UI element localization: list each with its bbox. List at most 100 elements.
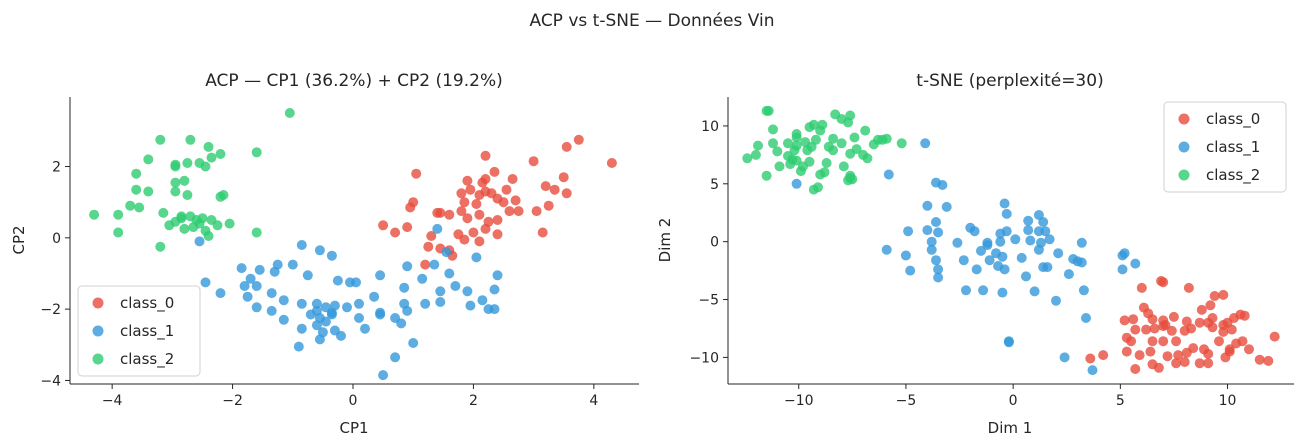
pca-point-class_0: [456, 188, 467, 199]
pca-point-class_1: [435, 297, 446, 307]
tsne-point-class_1: [1117, 264, 1128, 275]
pca-point-class_1: [266, 288, 277, 299]
pca-point-class_0: [483, 216, 494, 227]
pca-point-class_0: [561, 141, 572, 152]
pca-point-class_1: [302, 270, 313, 281]
tsne-point-class_0: [1244, 344, 1254, 355]
tsne-point-class_2: [798, 161, 808, 172]
pca-point-class_1: [429, 259, 440, 270]
tsne-point-class_1: [997, 251, 1008, 262]
pca-legend-box: [77, 285, 201, 377]
pca-point-class_0: [402, 222, 413, 233]
pca-point-class_1: [492, 270, 503, 281]
tsne-point-class_0: [1130, 364, 1141, 374]
pca-point-class_2: [158, 207, 169, 218]
pca-point-class_1: [251, 302, 262, 313]
tsne-point-class_2: [761, 105, 772, 116]
tsne-point-class_2: [789, 145, 800, 156]
pca-point-class_1: [296, 298, 307, 309]
pca-point-class_1: [239, 281, 250, 291]
tsne-legend-label-class_1: class_1: [1206, 138, 1260, 157]
pca-point-class_2: [203, 231, 214, 241]
pca-point-class_1: [354, 313, 364, 323]
tsne-legend-label-class_2: class_2: [1206, 166, 1260, 185]
pca-point-class_1: [314, 245, 325, 256]
tsne-point-class_2: [860, 125, 871, 136]
tsne-point-class_2: [819, 167, 830, 178]
tsne-x-axis-label: Dim 1: [988, 419, 1033, 437]
tsne-point-class_1: [933, 227, 944, 238]
pca-point-class_2: [125, 200, 136, 211]
tsne-point-class_1: [978, 285, 989, 296]
pca-point-class_2: [284, 108, 295, 118]
pca-point-class_0: [537, 227, 548, 238]
tsne-y-tick-label: −10: [689, 350, 719, 366]
tsne-scatter-panel: t-SNE (perplexité=30) Dim 1 Dim 2 −10 −5 0…: [656, 71, 1294, 437]
tsne-point-class_1: [958, 255, 969, 266]
pca-point-class_2: [131, 184, 142, 195]
pca-point-class_2: [182, 190, 193, 200]
pca-point-class_1: [236, 263, 247, 274]
tsne-point-class_1: [1023, 225, 1034, 236]
tsne-point-class_2: [849, 132, 860, 143]
pca-point-class_0: [459, 197, 470, 208]
tsne-point-class_0: [1218, 289, 1229, 300]
pca-point-class_1: [489, 304, 500, 315]
pca-point-class_1: [332, 275, 343, 286]
tsne-point-class_1: [969, 226, 980, 237]
tsne-point-class_0: [1254, 354, 1265, 365]
tsne-y-tick-label: 5: [710, 177, 719, 193]
tsne-point-class_2: [845, 173, 856, 183]
pca-points: [89, 108, 617, 381]
tsne-point-class_2: [838, 161, 849, 172]
tsne-point-class_0: [1141, 324, 1152, 335]
tsne-point-class_0: [1214, 336, 1224, 347]
tsne-point-class_1: [881, 244, 892, 255]
tsne-point-class_0: [1263, 355, 1274, 366]
tsne-x-tick-label: 10: [1219, 393, 1237, 409]
pca-point-class_1: [200, 277, 211, 288]
pca-point-class_0: [558, 172, 569, 183]
pca-point-class_0: [510, 195, 521, 206]
pca-point-class_1: [369, 291, 380, 302]
pca-point-class_2: [170, 177, 181, 188]
pca-point-class_2: [179, 175, 190, 186]
tsne-point-class_2: [851, 144, 862, 155]
tsne-point-class_1: [920, 138, 931, 149]
pca-point-class_2: [164, 220, 175, 231]
pca-point-class_2: [200, 161, 211, 172]
pca-point-class_1: [242, 291, 253, 302]
tsne-point-class_0: [1171, 358, 1182, 369]
pca-legend-marker-class_1: [92, 325, 104, 337]
pca-point-class_1: [254, 264, 265, 275]
tsne-point-class_1: [791, 178, 802, 189]
pca-point-class_1: [432, 223, 443, 234]
tsne-point-class_1: [1033, 244, 1044, 255]
pca-point-class_1: [336, 330, 346, 341]
pca-point-class_1: [375, 270, 386, 281]
pca-point-class_1: [450, 281, 461, 291]
pca-point-class_1: [296, 240, 307, 250]
tsne-point-class_2: [896, 138, 907, 149]
pca-point-class_1: [417, 273, 428, 284]
pca-point-class_1: [420, 298, 431, 309]
tsne-y-tick-label: 0: [710, 235, 719, 251]
tsne-point-class_1: [1130, 258, 1141, 269]
tsne-point-class_0: [1136, 282, 1147, 293]
pca-chart-title: ACP — CP1 (36.2%) + CP2 (19.2%): [205, 71, 503, 91]
pca-point-class_0: [471, 199, 482, 209]
pca-y-tick-label: −2: [40, 302, 61, 318]
tsne-point-class_2: [750, 149, 761, 160]
tsne-point-class_0: [1085, 353, 1096, 364]
tsne-point-class_0: [1173, 350, 1184, 361]
tsne-point-class_0: [1209, 291, 1220, 301]
tsne-point-class_1: [1044, 234, 1055, 245]
tsne-point-class_0: [1179, 357, 1190, 367]
pca-x-tick-label: −4: [102, 393, 123, 409]
pca-point-class_2: [215, 149, 226, 159]
tsne-point-class_1: [984, 255, 995, 266]
pca-point-class_1: [399, 282, 410, 293]
tsne-point-class_1: [1042, 262, 1053, 273]
tsne-point-class_0: [1149, 323, 1160, 334]
tsne-chart-title: t-SNE (perplexité=30): [916, 71, 1103, 91]
